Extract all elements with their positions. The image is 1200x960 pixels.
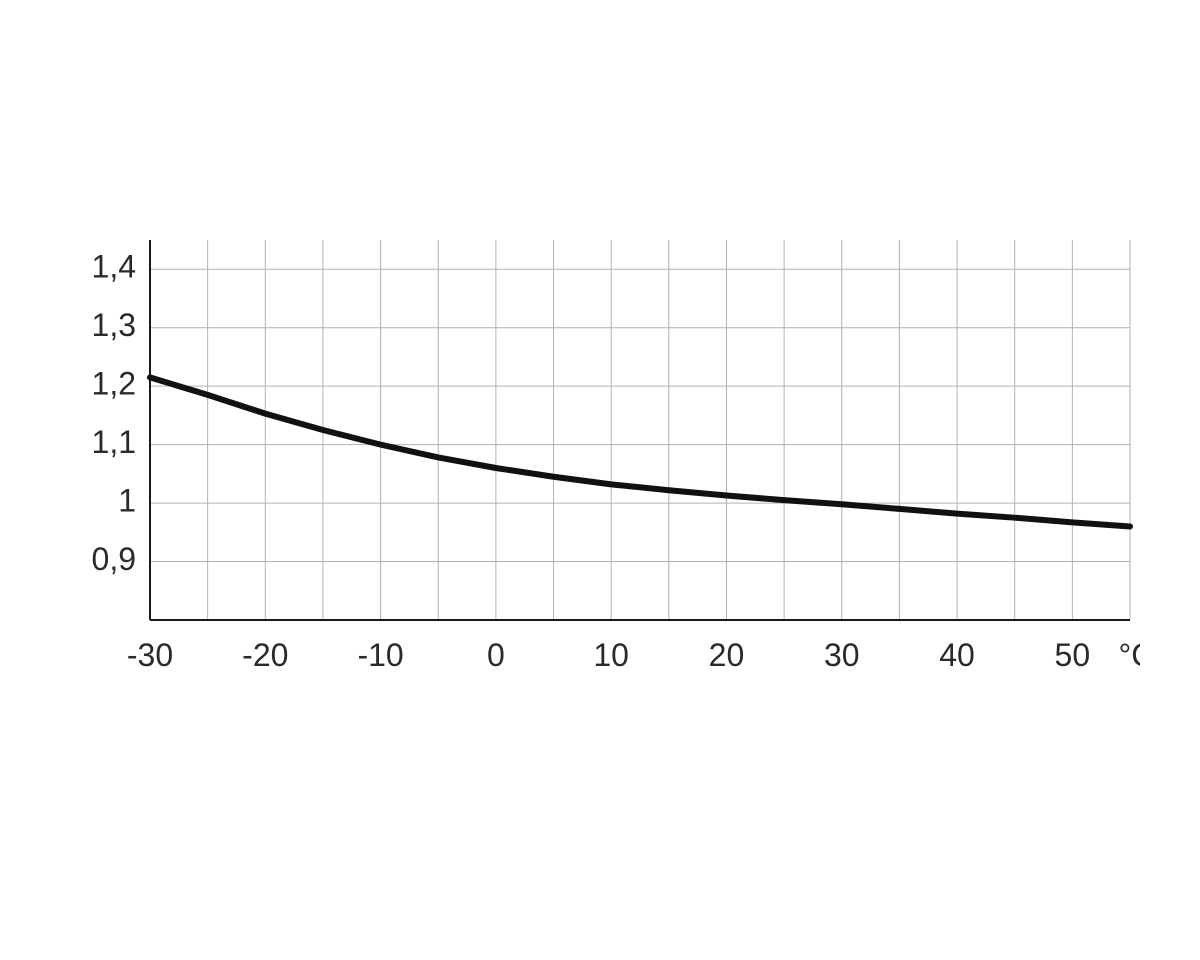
- y-tick-label: 1,3: [92, 307, 136, 343]
- y-tick-label: 1,1: [92, 424, 136, 460]
- x-tick-label: 50: [1055, 637, 1091, 673]
- temperature-derating-chart: 0,9 1 1,1 1,2 1,3 1,4 -30 -20 -10 0 10 20 30 40 50 °C: [60, 230, 1140, 730]
- x-tick-label: -10: [357, 637, 403, 673]
- x-tick-label: 20: [709, 637, 745, 673]
- x-tick-label: -30: [127, 637, 173, 673]
- x-tick-label: 0: [487, 637, 505, 673]
- y-tick-label: 1,2: [92, 366, 136, 402]
- x-tick-label: 10: [593, 637, 629, 673]
- x-tick-label: 40: [939, 637, 975, 673]
- x-unit-label: °C: [1118, 637, 1140, 673]
- y-tick-label: 1: [118, 483, 136, 519]
- x-tick-label: 30: [824, 637, 860, 673]
- y-tick-label: 1,4: [92, 249, 136, 285]
- y-tick-label: 0,9: [92, 541, 136, 577]
- x-tick-label: -20: [242, 637, 288, 673]
